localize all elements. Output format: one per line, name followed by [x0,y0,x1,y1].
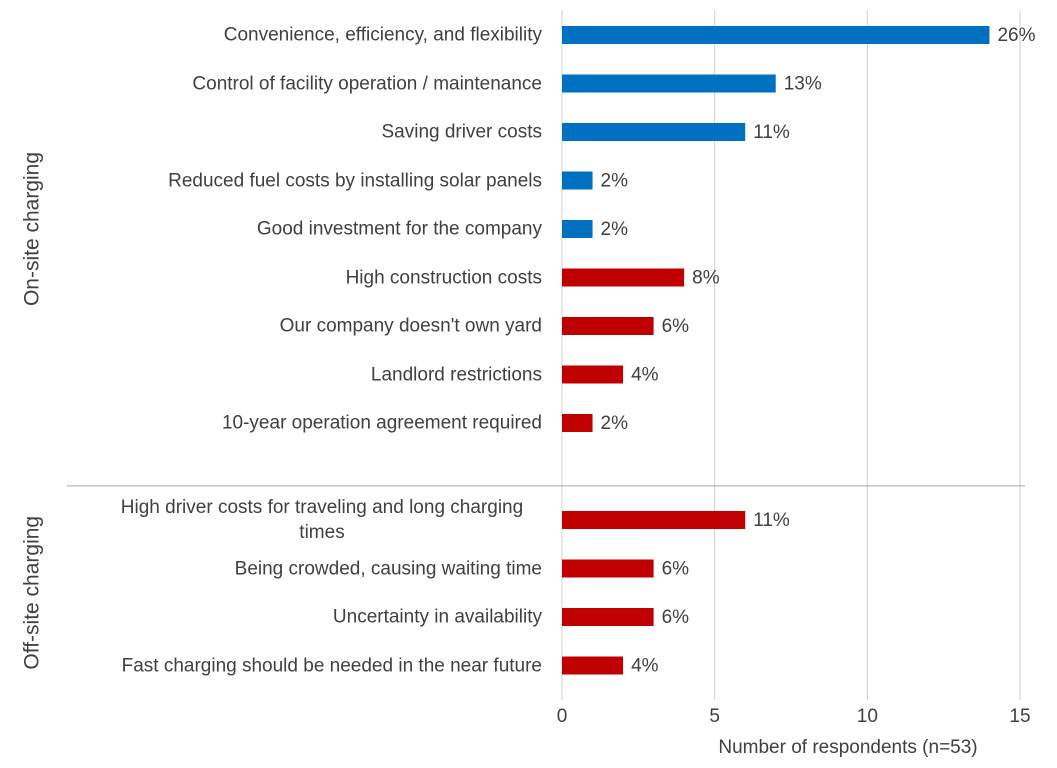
value-label: 11% [753,122,790,143]
bar [562,26,990,44]
category-label: Convenience, efficiency, and flexibility [223,24,542,46]
category-label-box: Uncertainty in availability [82,605,542,630]
bar [562,317,654,335]
bar [562,123,746,141]
category-label-box: Being crowded, causing waiting time [82,556,542,581]
value-label: 26% [997,25,1035,46]
bar [562,608,654,626]
x-tick-label: 0 [557,706,568,727]
category-label: Fast charging should be needed in the ne… [121,655,542,676]
value-label: 2% [601,413,629,434]
category-label-box: Saving driver costs [82,120,542,145]
bar [562,220,593,238]
category-label-box: High driver costs for traveling and long… [82,495,542,545]
group-label: Off-site charging [21,516,44,670]
category-label-box: Control of facility operation / maintena… [82,71,542,96]
x-tick-label: 10 [857,706,878,727]
bar [562,268,685,287]
value-label: 2% [601,219,629,240]
x-axis-title: Number of respondents (n=53) [718,737,977,758]
bar [562,365,624,384]
value-label: 13% [784,74,822,95]
category-label: High driver costs for traveling and long… [120,497,524,543]
bar [562,171,593,190]
value-label: 6% [662,559,690,580]
category-label: Reduced fuel costs by installing solar p… [168,170,542,191]
category-label: Good investment for the company [256,218,542,240]
x-tick-label: 5 [709,706,720,727]
bar [562,559,654,578]
category-label-box: 10-year operation agreement required [82,411,542,436]
bar [562,414,593,432]
x-tick-label: 15 [1009,706,1030,727]
category-label: 10-year operation agreement required [221,412,542,434]
value-label: 11% [753,510,790,531]
value-label: 8% [692,268,720,289]
category-label-box: Reduced fuel costs by installing solar p… [82,168,542,193]
category-label-box: Fast charging should be needed in the ne… [82,653,542,678]
category-label: Uncertainty in availability [332,606,542,628]
category-label-box: Our company doesn't own yard [82,314,542,339]
category-label: Control of facility operation / maintena… [192,73,542,94]
category-label-box: Convenience, efficiency, and flexibility [82,23,542,48]
bar [562,656,624,675]
category-label-box: High construction costs [82,265,542,290]
category-label: Saving driver costs [381,121,542,143]
category-label: High construction costs [345,267,542,288]
category-label: Our company doesn't own yard [279,315,542,337]
category-label-box: Landlord restrictions [82,362,542,387]
value-label: 2% [601,171,629,192]
value-label: 4% [631,365,659,386]
value-label: 6% [662,316,690,337]
category-label: Being crowded, causing waiting time [234,558,542,579]
group-label: On-site charging [21,152,44,306]
bar [562,511,746,529]
value-label: 4% [631,656,659,677]
category-label-box: Good investment for the company [82,217,542,242]
value-label: 6% [662,607,690,628]
category-label: Landlord restrictions [370,364,542,385]
bar [562,74,776,93]
